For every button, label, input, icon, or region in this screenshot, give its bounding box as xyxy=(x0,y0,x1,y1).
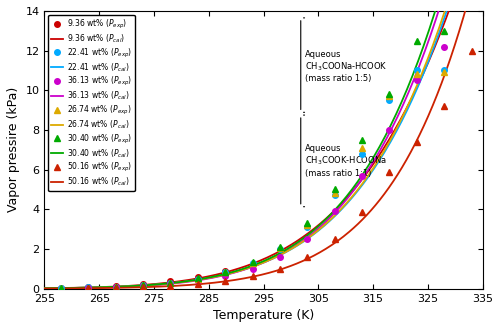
Legend: 9.36 wt% ($P_{exp}$), 9.36 wt% ($P_{cal}$), 22.41 wt% ($P_{exp}$), 22.41 wt% ($P: 9.36 wt% ($P_{exp}$), 9.36 wt% ($P_{cal}… xyxy=(48,15,135,191)
Text: Aqueous
CH$_3$COONa-HCOOK
(mass ratio 1:5): Aqueous CH$_3$COONa-HCOOK (mass ratio 1:… xyxy=(305,50,388,83)
Y-axis label: Vapor pressire (kPa): Vapor pressire (kPa) xyxy=(7,87,20,213)
X-axis label: Temperature (K): Temperature (K) xyxy=(213,309,314,322)
Text: Aqueous
CH$_3$COOK-HCOONa
(mass ratio 1:1): Aqueous CH$_3$COOK-HCOONa (mass ratio 1:… xyxy=(305,144,387,178)
